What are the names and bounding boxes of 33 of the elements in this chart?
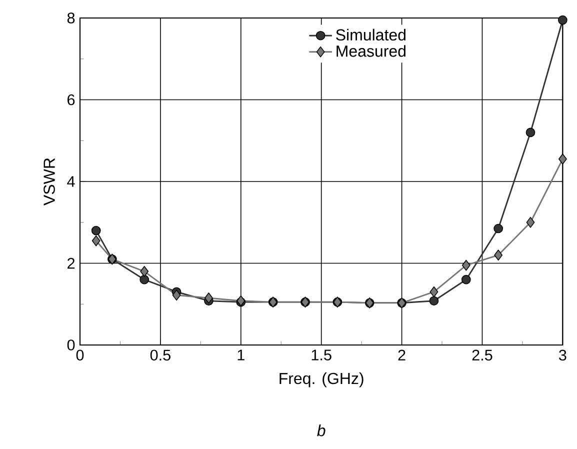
point (558, 15, 568, 25)
legend-label: Simulated (336, 28, 406, 41)
x-tick-label: 2.5 (472, 350, 492, 361)
x-tick-label: 1 (238, 350, 244, 360)
y-axis-title: VSWR (44, 158, 55, 206)
point (558, 154, 567, 164)
point (526, 128, 536, 138)
point (140, 266, 149, 277)
point (494, 250, 503, 261)
point (430, 286, 438, 298)
text: b (317, 424, 326, 436)
x-tick-label: 0.5 (150, 350, 170, 361)
y-tick-label: 0 (67, 340, 75, 350)
point (91, 226, 101, 236)
point (140, 274, 150, 284)
y-tick-label: 4 (67, 176, 75, 187)
point (172, 290, 181, 301)
point (204, 292, 213, 304)
point (494, 224, 503, 234)
point (526, 216, 535, 228)
legend-label: Measured (336, 45, 406, 57)
point (461, 274, 471, 284)
point (429, 296, 439, 306)
x-tick-label: 2 (398, 350, 406, 360)
y-tick-label: 2 (68, 258, 75, 269)
x-tick-label: 0 (76, 350, 84, 361)
x-tick-label: 1.5 (312, 350, 332, 360)
x-tick-label: 3 (559, 350, 566, 361)
y-tick-label: 6 (68, 94, 75, 106)
point (92, 235, 100, 246)
point (462, 260, 470, 271)
x-axis-title: Freq. (GHz) (280, 372, 364, 388)
y-tick-label: 8 (67, 12, 75, 24)
